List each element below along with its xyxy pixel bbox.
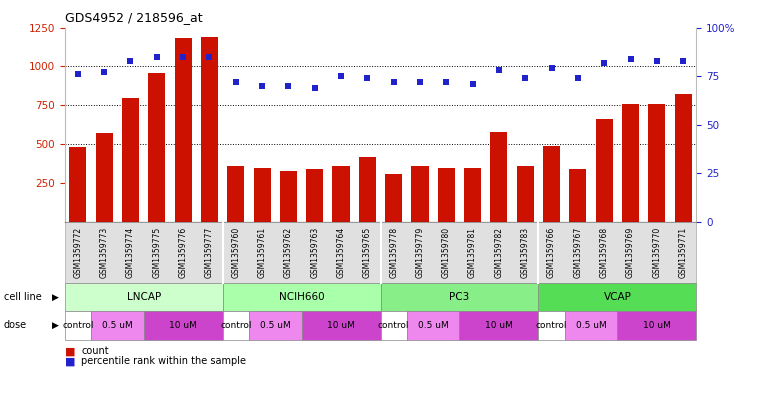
Text: GSM1359771: GSM1359771 [679, 227, 688, 278]
Point [309, 84, 321, 91]
Point [387, 79, 400, 85]
Text: GSM1359775: GSM1359775 [152, 227, 161, 278]
Text: GSM1359766: GSM1359766 [547, 227, 556, 278]
Text: 10 uM: 10 uM [327, 321, 355, 330]
Text: 10 uM: 10 uM [169, 321, 197, 330]
Point [598, 59, 610, 66]
Text: GSM1359779: GSM1359779 [416, 227, 425, 278]
Text: GSM1359764: GSM1359764 [336, 227, 345, 278]
Point [282, 83, 295, 89]
Text: GSM1359770: GSM1359770 [652, 227, 661, 278]
Bar [543, 146, 560, 222]
Point [230, 79, 242, 85]
Text: 0.5 uM: 0.5 uM [260, 321, 291, 330]
Point [98, 69, 110, 75]
Text: GSM1359767: GSM1359767 [573, 227, 582, 278]
Bar [517, 166, 533, 222]
Point [440, 79, 452, 85]
Text: VCAP: VCAP [603, 292, 632, 302]
Text: GSM1359768: GSM1359768 [600, 227, 609, 278]
Bar [201, 37, 218, 222]
Point [677, 57, 689, 64]
Text: 0.5 uM: 0.5 uM [575, 321, 607, 330]
Text: GSM1359773: GSM1359773 [100, 227, 109, 278]
Text: ■: ■ [65, 356, 75, 366]
Text: control: control [536, 321, 567, 330]
Text: GSM1359777: GSM1359777 [205, 227, 214, 278]
Point [335, 73, 347, 79]
Bar [569, 169, 587, 222]
Bar [674, 94, 692, 222]
Text: GSM1359776: GSM1359776 [179, 227, 188, 278]
Text: count: count [81, 346, 109, 356]
Bar [385, 174, 403, 222]
Text: GSM1359763: GSM1359763 [310, 227, 319, 278]
Text: control: control [62, 321, 94, 330]
Bar [490, 132, 508, 222]
Bar [464, 167, 481, 222]
Text: GSM1359780: GSM1359780 [442, 227, 451, 278]
Text: GSM1359762: GSM1359762 [284, 227, 293, 278]
Bar [438, 167, 455, 222]
Text: 10 uM: 10 uM [485, 321, 513, 330]
Text: control: control [220, 321, 251, 330]
Point [177, 53, 189, 60]
Text: GSM1359778: GSM1359778 [389, 227, 398, 278]
Text: GSM1359769: GSM1359769 [626, 227, 635, 278]
Text: 0.5 uM: 0.5 uM [418, 321, 448, 330]
Text: GSM1359774: GSM1359774 [126, 227, 135, 278]
Text: ▶: ▶ [52, 321, 59, 330]
Point [493, 67, 505, 73]
Bar [69, 147, 87, 222]
Text: GSM1359781: GSM1359781 [468, 227, 477, 278]
Text: ▶: ▶ [52, 293, 59, 301]
Point [572, 75, 584, 81]
Bar [648, 104, 665, 222]
Text: GSM1359782: GSM1359782 [495, 227, 504, 278]
Text: dose: dose [4, 320, 27, 331]
Point [203, 53, 215, 60]
Text: GSM1359772: GSM1359772 [73, 227, 82, 278]
Text: PC3: PC3 [449, 292, 470, 302]
Bar [412, 166, 428, 222]
Point [124, 57, 136, 64]
Point [519, 75, 531, 81]
Point [151, 53, 163, 60]
Bar [596, 119, 613, 222]
Text: control: control [378, 321, 409, 330]
Text: GSM1359765: GSM1359765 [363, 227, 372, 278]
Bar [333, 166, 349, 222]
Bar [280, 171, 297, 222]
Bar [122, 97, 139, 222]
Text: 10 uM: 10 uM [643, 321, 670, 330]
Text: 0.5 uM: 0.5 uM [102, 321, 132, 330]
Point [361, 75, 374, 81]
Point [256, 83, 268, 89]
Text: GDS4952 / 218596_at: GDS4952 / 218596_at [65, 11, 202, 24]
Text: percentile rank within the sample: percentile rank within the sample [81, 356, 247, 366]
Point [414, 79, 426, 85]
Point [651, 57, 663, 64]
Point [546, 65, 558, 72]
Bar [174, 39, 192, 222]
Text: LNCAP: LNCAP [126, 292, 161, 302]
Bar [306, 169, 323, 222]
Text: NCIH660: NCIH660 [279, 292, 324, 302]
Bar [358, 157, 376, 222]
Text: GSM1359761: GSM1359761 [257, 227, 266, 278]
Point [466, 81, 479, 87]
Text: GSM1359760: GSM1359760 [231, 227, 240, 278]
Bar [148, 73, 165, 222]
Text: GSM1359783: GSM1359783 [521, 227, 530, 278]
Bar [253, 168, 271, 222]
Bar [96, 133, 113, 222]
Point [72, 71, 84, 77]
Text: cell line: cell line [4, 292, 42, 302]
Point [625, 55, 637, 62]
Bar [228, 166, 244, 222]
Text: ■: ■ [65, 346, 75, 356]
Bar [622, 104, 639, 222]
